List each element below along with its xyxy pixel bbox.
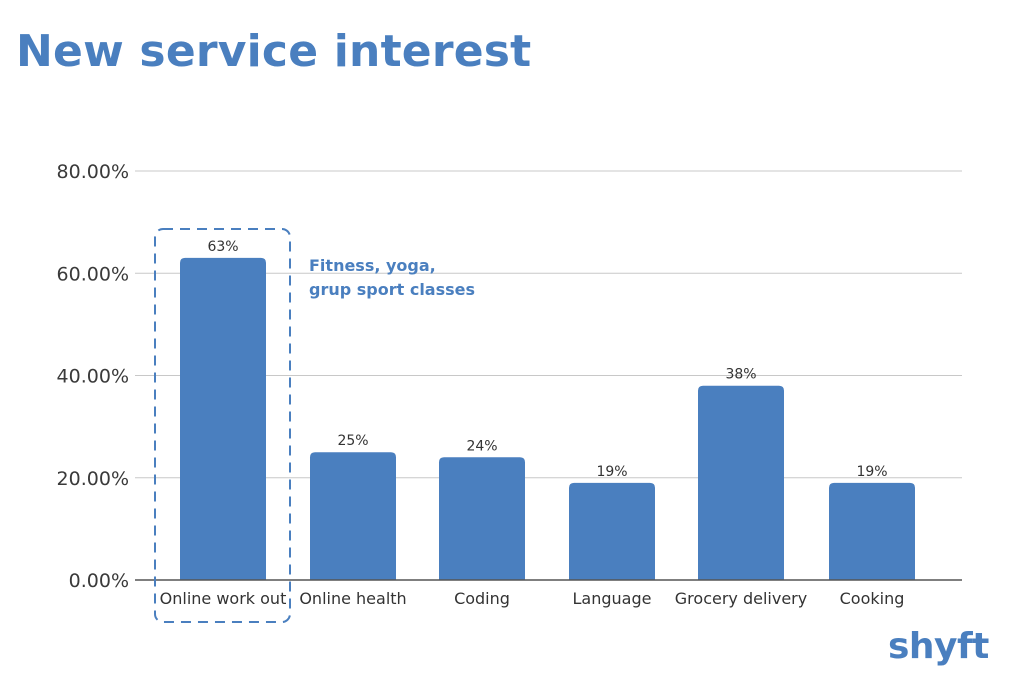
brand-logo: shyft bbox=[888, 626, 989, 667]
annotation-line-2: grup sport classes bbox=[309, 280, 475, 299]
y-tick-label: 20.00% bbox=[57, 468, 129, 490]
gridlines bbox=[135, 170, 962, 479]
category-labels: Online work out Online health Coding Langua… bbox=[160, 589, 905, 608]
category-label: Language bbox=[573, 589, 652, 608]
bar-online-health bbox=[310, 452, 396, 580]
data-label: 38% bbox=[725, 367, 756, 383]
y-tick-label: 60.00% bbox=[57, 263, 129, 285]
data-labels: 63% 25% 24% 19% 38% 19% bbox=[207, 239, 887, 480]
category-label: Coding bbox=[454, 589, 510, 608]
data-label: 19% bbox=[856, 464, 887, 480]
highlight-box bbox=[154, 228, 291, 623]
y-axis-ticks: 0.00% 20.00% 40.00% 60.00% 80.00% bbox=[57, 161, 129, 592]
bar-coding bbox=[439, 457, 525, 580]
category-label: Cooking bbox=[840, 589, 905, 608]
bars bbox=[180, 257, 915, 580]
y-tick-label: 80.00% bbox=[57, 161, 129, 183]
bar-cooking bbox=[829, 482, 915, 580]
category-label: Online health bbox=[299, 589, 406, 608]
data-label: 24% bbox=[466, 438, 497, 454]
bar-grocery-delivery bbox=[698, 385, 784, 580]
category-label: Grocery delivery bbox=[675, 589, 807, 608]
category-label: Online work out bbox=[160, 589, 287, 608]
data-label: 25% bbox=[337, 433, 368, 449]
chart-title: New service interest bbox=[16, 26, 532, 77]
annotation-line-1: Fitness, yoga, bbox=[309, 256, 436, 275]
y-tick-label: 40.00% bbox=[57, 366, 129, 388]
data-label: 63% bbox=[207, 239, 238, 255]
bar-online-work-out bbox=[180, 257, 266, 580]
y-tick-label: 0.00% bbox=[69, 570, 129, 592]
bar-language bbox=[569, 482, 655, 580]
data-label: 19% bbox=[596, 464, 627, 480]
